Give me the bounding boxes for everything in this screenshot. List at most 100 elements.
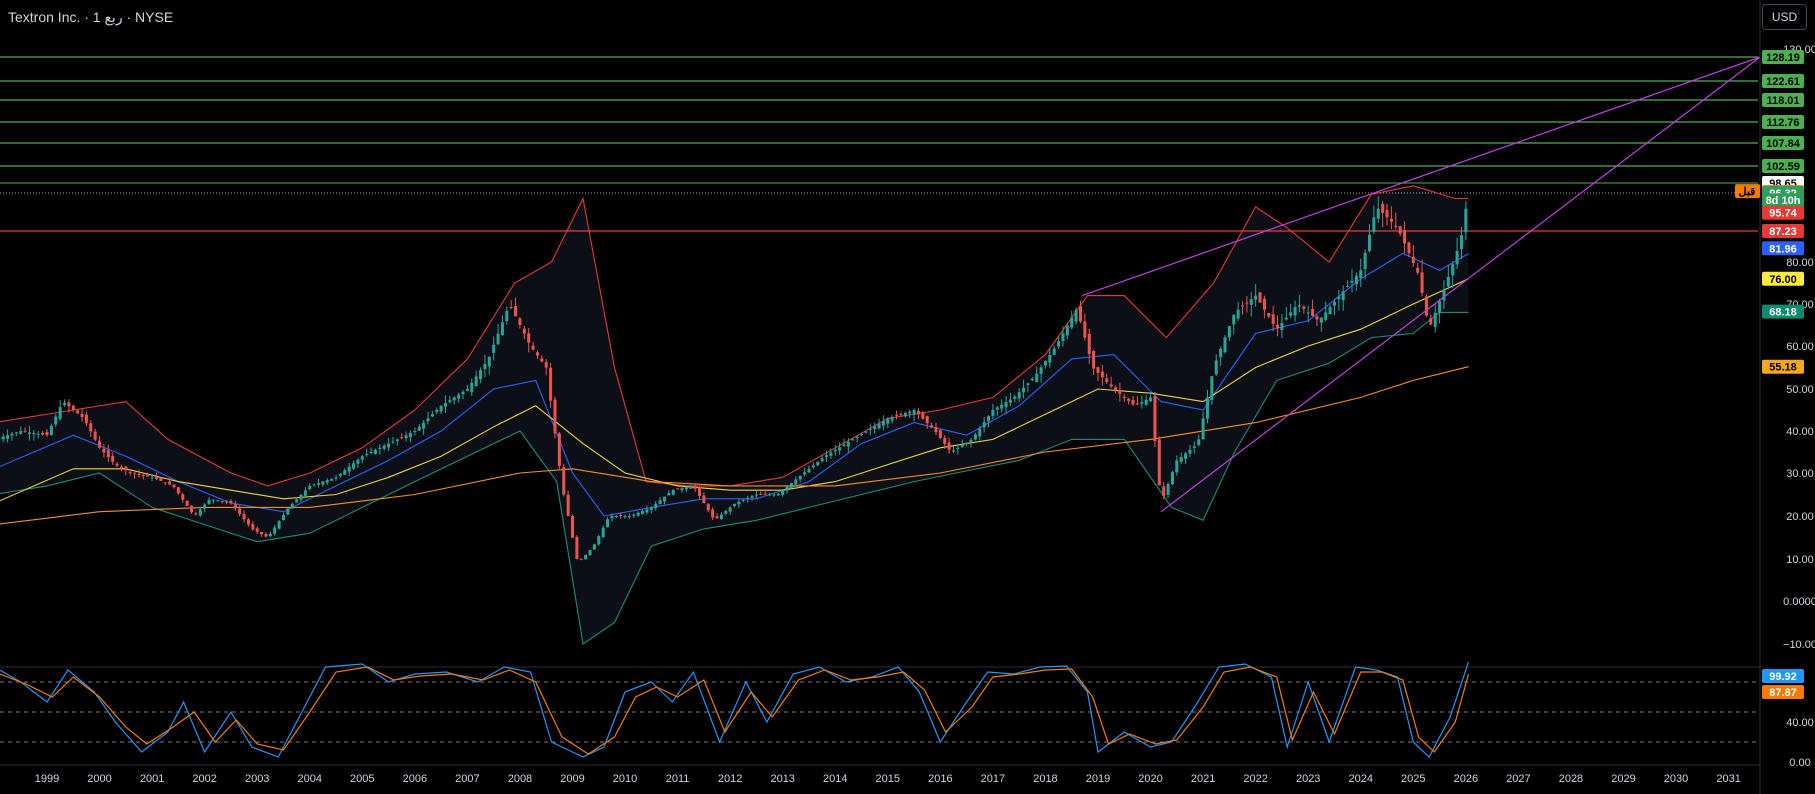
candle-body	[1346, 286, 1350, 288]
candle-body	[1022, 387, 1026, 393]
candle-body	[1354, 275, 1358, 285]
candle-body	[719, 514, 723, 519]
candle-body	[1039, 367, 1043, 374]
candle-body	[93, 431, 97, 440]
candle-body	[1026, 383, 1030, 385]
candle-body	[286, 508, 290, 515]
stochastic-pane[interactable]	[0, 661, 1758, 758]
x-tick-label: 2014	[823, 773, 847, 785]
price-tag-bg	[1762, 205, 1804, 220]
candle-body	[1087, 333, 1091, 355]
candle-body	[1389, 218, 1393, 222]
candle-body	[566, 494, 570, 516]
candle-body	[67, 402, 71, 407]
x-tick-label: 2022	[1243, 773, 1267, 785]
candle-body	[373, 449, 377, 454]
x-tick-label: 2031	[1716, 773, 1740, 785]
candle-body	[1065, 325, 1069, 336]
candle-body	[1258, 292, 1262, 303]
candle-body	[1214, 360, 1218, 375]
candle-body	[816, 461, 820, 466]
candle-body	[1416, 267, 1420, 273]
candle-body	[912, 410, 916, 415]
candle-body	[58, 407, 62, 419]
x-tick-label: 2007	[455, 773, 479, 785]
x-tick-label: 2016	[928, 773, 952, 785]
candle-body	[759, 493, 763, 495]
candle-body	[487, 356, 491, 367]
candle-body	[1223, 337, 1227, 353]
candle-body	[146, 474, 150, 477]
candle-body	[400, 437, 404, 439]
candle-body	[303, 490, 307, 496]
candle-body	[921, 412, 925, 419]
candle-body	[98, 440, 102, 448]
candle-body	[877, 423, 881, 429]
candle-body	[522, 328, 526, 334]
candle-body	[702, 495, 706, 504]
x-tick-label: 2023	[1296, 773, 1320, 785]
candle-body	[584, 554, 588, 560]
candle-body	[1433, 312, 1437, 328]
candle-body	[995, 407, 999, 410]
candle-body	[544, 362, 548, 368]
overlay-bb-lower	[0, 311, 1469, 645]
candle-body	[671, 490, 675, 495]
candle-body	[1192, 446, 1196, 448]
x-tick-label: 2006	[403, 773, 427, 785]
y-tick-label: 40.00	[1786, 426, 1814, 438]
candle-body	[623, 516, 627, 517]
x-tick-label: 2004	[298, 773, 322, 785]
candle-body	[851, 439, 855, 441]
candle-body	[1398, 226, 1402, 234]
y-tick-label: 30.00	[1786, 468, 1814, 480]
candle-body	[106, 450, 110, 458]
candle-body	[343, 470, 347, 475]
candle-body	[492, 344, 496, 353]
candle-body	[667, 493, 671, 496]
price-axis[interactable]: 130.0080.0070.0060.0050.0040.0030.0020.0…	[1759, 0, 1815, 794]
candle-body	[1188, 449, 1192, 454]
price-pane[interactable]	[0, 56, 1761, 668]
time-axis[interactable]: 1999 2000 2001 2002 2003 2004 2005 2006 2007 2008…	[0, 764, 1760, 785]
x-tick-label: 2011	[666, 773, 690, 785]
candle-body	[465, 389, 469, 391]
candle-body	[395, 439, 399, 442]
price-tag-bg	[1762, 74, 1804, 88]
candle-body	[789, 483, 793, 488]
candle-body	[1438, 301, 1442, 313]
candle-body	[1293, 307, 1297, 316]
candle-body	[457, 394, 461, 399]
candle-body	[1153, 395, 1157, 442]
candle-body	[1035, 373, 1039, 383]
candle-body	[211, 499, 215, 501]
candle-body	[71, 405, 75, 410]
candle-body	[255, 528, 259, 532]
candle-body	[1328, 307, 1332, 315]
candle-body	[562, 466, 566, 495]
candle-body	[49, 425, 53, 435]
candle-body	[321, 481, 325, 485]
candle-body	[514, 305, 518, 317]
candle-body	[728, 507, 732, 512]
x-tick-label: 2028	[1559, 773, 1583, 785]
candle-body	[571, 516, 574, 538]
candle-body	[76, 410, 80, 414]
candle-body	[807, 468, 811, 473]
candle-body	[1052, 348, 1056, 355]
candle-body	[930, 425, 934, 428]
x-tick-label: 2013	[770, 773, 794, 785]
candle-body	[89, 423, 93, 432]
candle-body	[23, 430, 27, 432]
candle-body	[347, 466, 351, 472]
price-tag-bg	[1762, 271, 1804, 286]
currency-button[interactable]: USD	[1762, 4, 1807, 30]
candle-body	[128, 472, 132, 474]
candle-body	[737, 501, 741, 505]
candle-body	[150, 477, 154, 479]
candle-body	[159, 477, 163, 481]
price-tag: 107.84	[1766, 138, 1801, 150]
candle-body	[1267, 313, 1271, 317]
candle-body	[84, 414, 88, 424]
